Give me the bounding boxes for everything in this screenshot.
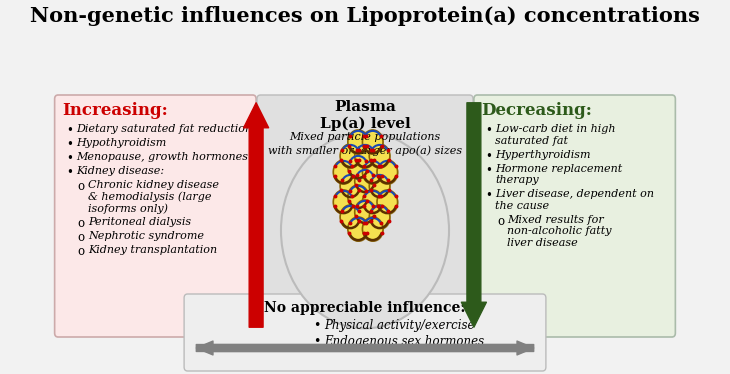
Circle shape xyxy=(377,190,398,214)
Text: Non-genetic influences on Lipoprotein(a) concentrations: Non-genetic influences on Lipoprotein(a)… xyxy=(30,6,700,26)
FancyBboxPatch shape xyxy=(474,95,675,337)
Circle shape xyxy=(341,145,361,169)
Text: Dietary saturated fat reduction: Dietary saturated fat reduction xyxy=(76,124,252,134)
Text: Peritoneal dialysis: Peritoneal dialysis xyxy=(88,217,191,227)
Text: •: • xyxy=(66,138,73,151)
Text: •: • xyxy=(314,335,321,348)
Circle shape xyxy=(348,185,369,209)
Text: Mixed results for: Mixed results for xyxy=(507,215,604,224)
Circle shape xyxy=(370,206,391,230)
Circle shape xyxy=(355,169,375,193)
Text: Menopause, growth hormones: Menopause, growth hormones xyxy=(76,152,248,162)
Circle shape xyxy=(349,131,369,155)
Text: •: • xyxy=(485,150,492,162)
Text: Physical activity/exercise: Physical activity/exercise xyxy=(324,319,474,332)
Circle shape xyxy=(369,144,390,168)
FancyArrowPatch shape xyxy=(461,103,486,327)
Circle shape xyxy=(341,206,361,230)
Circle shape xyxy=(334,160,354,184)
Circle shape xyxy=(349,156,369,180)
Circle shape xyxy=(334,161,355,185)
Text: Mixed particle populations
with smaller or larger apo(a) sizes: Mixed particle populations with smaller … xyxy=(268,132,462,156)
Text: Kidney transplantation: Kidney transplantation xyxy=(88,245,218,255)
Circle shape xyxy=(378,191,399,215)
Circle shape xyxy=(356,201,376,225)
Circle shape xyxy=(356,145,376,169)
Text: the cause: the cause xyxy=(496,200,550,211)
Text: o: o xyxy=(497,215,504,227)
Circle shape xyxy=(362,217,383,241)
FancyArrowPatch shape xyxy=(196,341,534,355)
Text: Nephrotic syndrome: Nephrotic syndrome xyxy=(88,231,204,241)
Text: •: • xyxy=(66,152,73,165)
Circle shape xyxy=(349,186,369,210)
Circle shape xyxy=(364,218,384,242)
Text: Hypothyroidism: Hypothyroidism xyxy=(76,138,166,148)
Circle shape xyxy=(362,130,383,154)
Circle shape xyxy=(355,200,375,224)
Circle shape xyxy=(281,132,449,328)
Circle shape xyxy=(364,191,384,215)
Text: Endogenous sex hormones: Endogenous sex hormones xyxy=(324,335,484,348)
Circle shape xyxy=(340,174,361,198)
Text: & hemodialysis (large: & hemodialysis (large xyxy=(88,191,212,202)
Circle shape xyxy=(356,170,376,194)
Text: Increasing:: Increasing: xyxy=(62,102,168,119)
Circle shape xyxy=(364,161,384,185)
Text: •: • xyxy=(485,189,492,202)
Circle shape xyxy=(377,160,398,184)
Text: saturated fat: saturated fat xyxy=(496,135,569,145)
Circle shape xyxy=(334,190,354,214)
Circle shape xyxy=(348,217,369,241)
Circle shape xyxy=(370,145,391,169)
Text: o: o xyxy=(78,180,85,193)
Text: No appreciable influence:: No appreciable influence: xyxy=(264,301,466,315)
Text: Decreasing:: Decreasing: xyxy=(482,102,593,119)
Circle shape xyxy=(378,161,399,185)
Circle shape xyxy=(349,218,369,242)
Text: Liver disease, dependent on: Liver disease, dependent on xyxy=(496,189,654,199)
Text: •: • xyxy=(66,124,73,137)
Circle shape xyxy=(340,205,361,229)
Circle shape xyxy=(355,144,375,168)
Circle shape xyxy=(341,175,361,199)
Circle shape xyxy=(340,144,361,168)
Text: Plasma
Lp(a) level: Plasma Lp(a) level xyxy=(320,100,410,131)
Text: o: o xyxy=(78,245,85,258)
Text: therapy: therapy xyxy=(496,175,539,185)
Text: •: • xyxy=(485,124,492,137)
Circle shape xyxy=(348,130,369,154)
Circle shape xyxy=(370,175,391,199)
Circle shape xyxy=(369,205,390,229)
Circle shape xyxy=(369,174,390,198)
FancyArrowPatch shape xyxy=(244,103,269,327)
Text: •: • xyxy=(314,319,321,332)
Text: o: o xyxy=(78,217,85,230)
Circle shape xyxy=(348,155,369,179)
Text: o: o xyxy=(78,231,85,244)
FancyArrowPatch shape xyxy=(196,341,534,355)
Text: •: • xyxy=(66,166,73,179)
FancyBboxPatch shape xyxy=(257,95,473,337)
Text: Low-carb diet in high: Low-carb diet in high xyxy=(496,124,616,134)
Text: Hyperthyroidism: Hyperthyroidism xyxy=(496,150,591,159)
FancyBboxPatch shape xyxy=(55,95,256,337)
Text: Kidney disease:: Kidney disease: xyxy=(76,166,164,176)
Text: •: • xyxy=(485,163,492,177)
Circle shape xyxy=(334,191,355,215)
Circle shape xyxy=(362,190,383,214)
Text: isoforms only): isoforms only) xyxy=(88,203,168,214)
Circle shape xyxy=(364,131,384,155)
Text: liver disease: liver disease xyxy=(507,237,578,248)
Circle shape xyxy=(362,160,383,184)
FancyBboxPatch shape xyxy=(184,294,546,371)
Text: Hormone replacement: Hormone replacement xyxy=(496,163,623,174)
Text: Chronic kidney disease: Chronic kidney disease xyxy=(88,180,219,190)
Text: non-alcoholic fatty: non-alcoholic fatty xyxy=(507,226,612,236)
